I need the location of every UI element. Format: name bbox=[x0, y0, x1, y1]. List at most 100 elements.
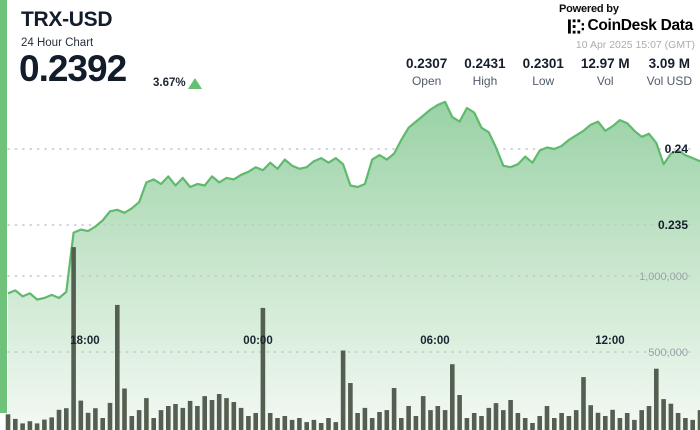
volume-bar bbox=[267, 413, 273, 430]
volume-bar bbox=[151, 418, 156, 430]
volume-bar bbox=[442, 410, 448, 430]
volume-bar bbox=[231, 402, 237, 430]
volume-bar bbox=[311, 419, 317, 430]
time-axis-label: 00:00 bbox=[243, 335, 272, 347]
volume-bar bbox=[49, 417, 54, 430]
volume-bar bbox=[406, 406, 411, 430]
stat-low: 0.2301 Low bbox=[522, 56, 564, 88]
volume-bar bbox=[224, 398, 229, 430]
current-price: 0.2392 bbox=[19, 48, 127, 89]
volume-bar bbox=[530, 423, 535, 430]
volume-bar bbox=[246, 416, 251, 430]
volume-bar bbox=[581, 377, 586, 430]
volume-axis-label: 1,000,000 bbox=[639, 271, 688, 283]
volume-bar bbox=[144, 398, 149, 430]
volume-bar bbox=[238, 407, 244, 430]
volume-bar bbox=[100, 418, 105, 430]
volume-bar bbox=[690, 419, 695, 430]
up-triangle-icon bbox=[188, 78, 202, 89]
coindesk-logo-icon bbox=[567, 18, 584, 34]
volume-bar bbox=[166, 406, 171, 430]
volume-bar bbox=[501, 410, 506, 430]
volume-bar bbox=[158, 410, 164, 430]
volume-bar bbox=[624, 413, 630, 430]
price-line bbox=[7, 100, 700, 301]
volume-bar bbox=[173, 404, 178, 430]
powered-by-label: Powered by bbox=[559, 3, 619, 15]
volume-bar bbox=[282, 416, 288, 430]
volume-bar bbox=[639, 410, 644, 430]
volume-bar bbox=[610, 409, 615, 430]
volume-bar bbox=[253, 413, 258, 430]
volume-bar bbox=[661, 399, 666, 430]
volume-bar bbox=[377, 412, 382, 430]
volume-bar bbox=[71, 247, 76, 430]
volume-bar bbox=[697, 410, 700, 430]
volume-bar bbox=[297, 418, 302, 430]
volume-bar bbox=[668, 403, 674, 430]
volume-bar bbox=[340, 350, 346, 430]
logo-text: CoinDesk Data bbox=[587, 17, 694, 34]
time-axis-label: 06:00 bbox=[420, 335, 449, 347]
price-axis-label: 0.24 bbox=[665, 142, 689, 156]
volume-bar bbox=[420, 396, 426, 430]
volume-bar bbox=[617, 418, 623, 430]
volume-bar bbox=[479, 416, 484, 430]
volume-bar bbox=[318, 423, 324, 430]
chart-subtitle: 24 Hour Chart bbox=[21, 37, 94, 49]
volume-bar bbox=[428, 410, 433, 430]
volume-bar bbox=[369, 418, 375, 430]
change-percent: 3.67% bbox=[153, 77, 186, 89]
volume-bar bbox=[399, 418, 404, 430]
coindesk-data-logo[interactable]: CoinDesk Data bbox=[567, 17, 694, 35]
volume-bar bbox=[391, 388, 397, 430]
volume-bar bbox=[209, 400, 215, 430]
volume-bar bbox=[20, 423, 25, 430]
stat-volume: 12.97 M Vol bbox=[580, 56, 630, 88]
volume-bar bbox=[588, 405, 593, 430]
volume-bar bbox=[64, 408, 69, 430]
volume-bar bbox=[566, 416, 572, 430]
volume-bar bbox=[603, 416, 608, 430]
volume-bar bbox=[544, 406, 550, 430]
volume-bar bbox=[129, 416, 135, 430]
page-title-symbol: TRX-USD bbox=[21, 8, 113, 31]
volume-bar bbox=[508, 400, 513, 430]
volume-bar bbox=[384, 410, 390, 430]
left-accent-stripe bbox=[0, 0, 7, 413]
volume-bar bbox=[13, 418, 18, 430]
volume-bar bbox=[275, 418, 280, 430]
volume-bar bbox=[122, 388, 127, 430]
time-axis-label: 12:00 bbox=[595, 335, 624, 347]
volume-bar bbox=[559, 413, 564, 430]
stat-high: 0.2431 High bbox=[464, 56, 506, 88]
volume-bar bbox=[195, 406, 200, 430]
stat-volume-usd: 3.09 M Vol USD bbox=[646, 56, 692, 88]
volume-bar bbox=[85, 412, 91, 430]
volume-bar bbox=[552, 418, 557, 430]
volume-bar bbox=[632, 419, 637, 430]
volume-bar bbox=[537, 416, 542, 430]
volume-axis-label: 500,000 bbox=[648, 347, 688, 359]
volume-bar bbox=[348, 383, 353, 430]
volume-bar bbox=[450, 364, 455, 430]
stat-open: 0.2307 Open bbox=[405, 56, 448, 88]
volume-bar bbox=[107, 402, 113, 430]
volume-bar bbox=[42, 419, 47, 430]
stats-row: 0.2307 Open 0.2431 High 0.2301 Low 12.97… bbox=[406, 56, 692, 88]
volume-bar bbox=[136, 410, 142, 430]
volume-bar bbox=[486, 407, 492, 430]
volume-bar bbox=[355, 413, 360, 430]
time-axis-label: 18:00 bbox=[70, 335, 99, 347]
volume-bar bbox=[56, 409, 62, 430]
volume-bar bbox=[595, 412, 601, 430]
timestamp: 10 Apr 2025 15:07 (GMT) bbox=[575, 39, 695, 51]
volume-bar bbox=[654, 368, 659, 430]
volume-bar bbox=[333, 422, 339, 430]
volume-bar bbox=[413, 416, 419, 430]
volume-bar bbox=[180, 407, 186, 430]
volume-bar bbox=[683, 418, 688, 430]
volume-bar bbox=[493, 403, 499, 430]
